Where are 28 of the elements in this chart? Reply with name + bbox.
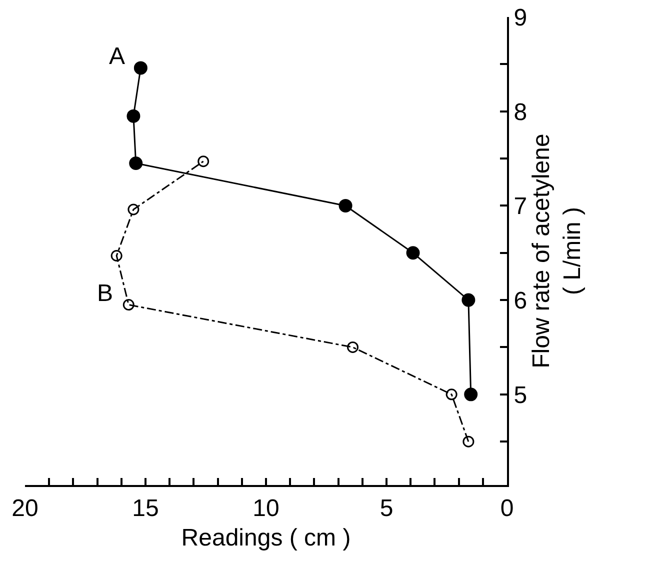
annotation: A [109, 43, 126, 70]
point [338, 198, 352, 212]
point [462, 436, 474, 448]
x-tick-label: 10 [252, 494, 280, 522]
y-tick-label: 6 [514, 287, 528, 314]
point [126, 109, 140, 123]
point [122, 299, 134, 311]
x-tick-label: 5 [380, 494, 394, 522]
point [134, 61, 148, 75]
annotation: B [97, 280, 114, 307]
point [129, 156, 143, 170]
point [406, 246, 420, 260]
x-tick-label: 0 [500, 494, 514, 522]
point [128, 204, 140, 216]
point [198, 156, 210, 168]
point [347, 341, 359, 353]
point [446, 388, 458, 400]
point [462, 293, 476, 307]
y-tick-label: 5 [514, 382, 528, 409]
y-axis-title: Flow rate of acetylene ( L/min ) [528, 134, 586, 368]
point [110, 250, 122, 262]
y-tick-label: 7 [514, 193, 528, 220]
x-tick-label: 20 [12, 494, 38, 522]
y-tick-label: 8 [514, 98, 528, 126]
x-axis-title: Readings ( cm ) [181, 524, 351, 552]
point [464, 388, 478, 402]
y-tick-label: 9 [514, 4, 528, 32]
x-tick-label: 15 [132, 494, 159, 522]
